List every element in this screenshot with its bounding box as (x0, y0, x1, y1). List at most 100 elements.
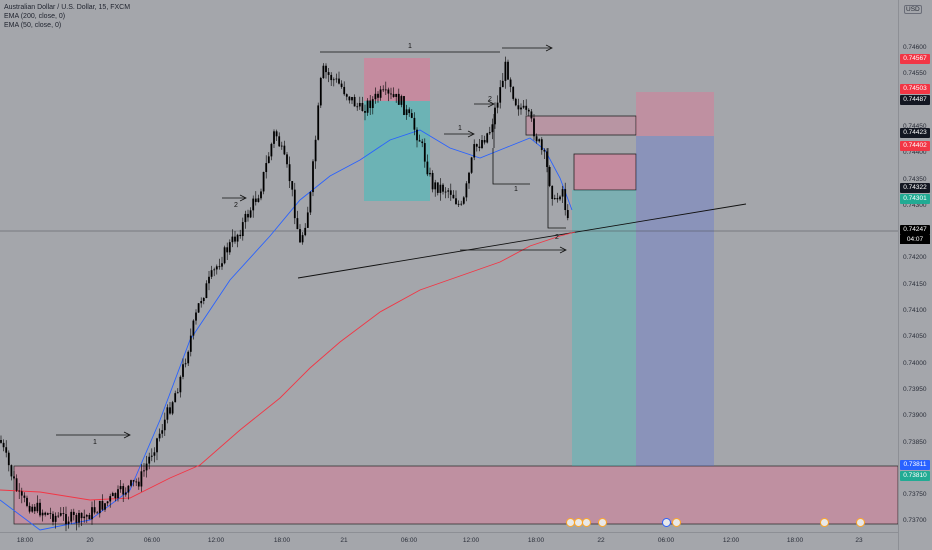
candle-body (0, 440, 2, 443)
candle-body (241, 222, 244, 237)
candle-body (184, 363, 187, 365)
candle-body (455, 198, 457, 205)
price-tick-label: 0.73900 (903, 412, 927, 420)
candle-body (494, 107, 496, 125)
candle-body (236, 234, 239, 242)
candle-body (533, 118, 535, 137)
candle-body (413, 117, 416, 130)
candle-body (356, 106, 359, 108)
structure-labels: 1 2 1 2 1 2 1 (93, 43, 559, 446)
candle-body (88, 515, 91, 520)
candle-body (18, 490, 21, 492)
candle-body (384, 89, 387, 91)
candle-body (452, 194, 455, 199)
candle-body (39, 502, 41, 516)
ema200-legend[interactable]: EMA (200, close, 0) (4, 13, 66, 20)
candle-body (13, 476, 15, 479)
event-icon[interactable] (672, 518, 681, 527)
label-1d: 1 (514, 186, 518, 193)
candle-body (457, 203, 460, 205)
candle-body (26, 497, 28, 506)
candle-body (299, 229, 301, 243)
candle-body (468, 172, 470, 184)
label-1c: 1 (458, 125, 462, 132)
bar-countdown: 04:07 (900, 235, 930, 244)
candle-body (447, 190, 450, 192)
candle-body (343, 86, 346, 95)
time-tick-label: 12:00 (207, 537, 225, 544)
event-icon[interactable] (662, 518, 671, 527)
candle-body (426, 161, 429, 175)
label-1a: 1 (93, 439, 97, 446)
time-tick-label: 18:00 (527, 537, 545, 544)
candle-body (293, 189, 296, 219)
candle-body (228, 242, 231, 253)
time-tick-label: 22 (597, 537, 605, 544)
candle-body (234, 236, 236, 242)
event-icon[interactable] (582, 518, 591, 527)
candle-body (540, 139, 543, 151)
candle-body (109, 496, 112, 502)
price-tag: 0.73811 (900, 460, 930, 470)
time-tick-label: 21 (340, 537, 348, 544)
candle-body (265, 163, 268, 173)
candle-body (10, 465, 13, 477)
candle-body (387, 89, 390, 94)
candle-body (382, 89, 385, 91)
candle-body (67, 521, 70, 525)
candle-body (358, 102, 361, 107)
candle-body (78, 512, 80, 523)
price-tick-label: 0.74350 (903, 175, 927, 183)
candle-body (231, 236, 234, 243)
candle-body (122, 486, 125, 495)
candle-body (390, 93, 392, 95)
candle-body (475, 144, 478, 147)
candle-body (62, 513, 65, 515)
candle-body (275, 131, 278, 137)
candle-body (491, 124, 494, 133)
event-icon[interactable] (598, 518, 607, 527)
event-icon[interactable] (820, 518, 829, 527)
time-tick-label: 12:00 (462, 537, 480, 544)
candle-body (488, 132, 491, 134)
candle-body (130, 480, 132, 486)
candle-body (403, 96, 405, 115)
candle-body (163, 419, 166, 431)
target-zone-teal (572, 190, 636, 466)
price-tick-label: 0.74600 (903, 44, 927, 51)
candle-body (195, 312, 197, 321)
event-icon[interactable] (856, 518, 865, 527)
price-tag: 0.74503 (900, 84, 930, 94)
candle-body (291, 181, 294, 190)
candle-body (166, 407, 169, 420)
candle-body (31, 506, 34, 512)
candle-body (117, 489, 119, 499)
currency-button[interactable]: USD (904, 5, 922, 14)
trendline[interactable] (297, 203, 747, 279)
candle-body (148, 456, 151, 464)
price-tick-label: 0.74050 (903, 333, 927, 341)
time-axis[interactable] (0, 532, 898, 550)
candle-body (496, 102, 499, 108)
candle-body (254, 198, 257, 202)
candle-body (423, 143, 426, 162)
price-tick-label: 0.73950 (903, 385, 927, 393)
candle-body (46, 513, 49, 515)
candle-body (57, 515, 60, 517)
ema50-legend[interactable]: EMA (50, close, 0) (4, 22, 62, 29)
candle-body (202, 298, 205, 301)
candle-body (501, 80, 504, 88)
candle-body (353, 96, 356, 107)
candle-body (369, 100, 372, 109)
candle-body (556, 198, 559, 200)
candle-body (270, 143, 273, 157)
candle-body (127, 485, 130, 493)
candle-body (75, 514, 78, 523)
symbol-title[interactable]: Australian Dollar / U.S. Dollar, 15, FXC… (4, 4, 131, 11)
price-tick-label: 0.73700 (903, 517, 927, 525)
chart-legend: Australian Dollar / U.S. Dollar, 15, FXC… (4, 3, 130, 30)
price-chart[interactable]: 1 2 1 2 1 2 1 (0, 0, 898, 532)
candle-body (114, 493, 117, 499)
candle-body (70, 511, 73, 522)
candle-body (111, 493, 114, 497)
